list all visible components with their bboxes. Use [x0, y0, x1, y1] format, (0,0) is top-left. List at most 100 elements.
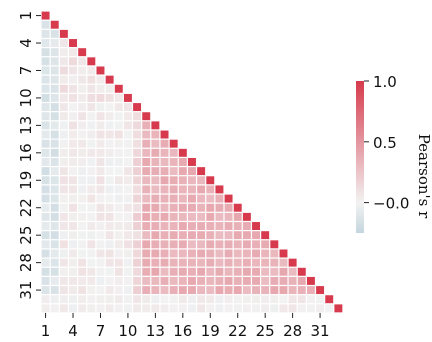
heatmap-cell [233, 222, 242, 230]
heatmap-cell [78, 167, 87, 176]
heatmap-cell [151, 222, 160, 230]
heatmap-cell [133, 194, 142, 203]
heatmap-cell [142, 295, 151, 304]
heatmap-cell [261, 231, 270, 240]
heatmap-cell [69, 148, 77, 157]
heatmap-cell [270, 286, 279, 295]
heatmap-cell [270, 295, 279, 304]
heatmap-cell [78, 57, 87, 66]
heatmap-cell [114, 176, 123, 185]
heatmap-cell [233, 286, 242, 295]
heatmap-cell [41, 103, 50, 112]
heatmap-cell [78, 276, 87, 285]
heatmap-cell [105, 203, 114, 212]
heatmap-cell [206, 212, 215, 221]
heatmap-cell [105, 276, 114, 285]
x-tick-label: 4 [68, 322, 78, 338]
heatmap-cell [160, 231, 169, 240]
heatmap-cell [169, 148, 178, 157]
heatmap-cell [78, 286, 87, 295]
heatmap-cell [59, 249, 68, 258]
heatmap-cell [215, 212, 224, 221]
heatmap-cell [59, 84, 68, 93]
heatmap-cell [41, 93, 50, 102]
heatmap-cell [87, 167, 96, 176]
heatmap-cell [178, 222, 187, 230]
heatmap-cell [69, 121, 77, 130]
heatmap-cell [96, 267, 105, 276]
heatmap-cell [123, 93, 132, 102]
heatmap-cell [123, 176, 132, 185]
heatmap-cell [96, 66, 105, 75]
heatmap-cell [69, 176, 77, 185]
heatmap-cell [188, 212, 196, 221]
heatmap-cell [59, 57, 68, 66]
heatmap-cell [69, 84, 77, 93]
heatmap-cell [50, 286, 59, 295]
heatmap-cell [114, 148, 123, 157]
heatmap-cell [59, 48, 68, 57]
heatmap-cell [215, 286, 224, 295]
heatmap-cell [178, 212, 187, 221]
heatmap-cell [297, 286, 306, 295]
heatmap-cell [105, 93, 114, 102]
heatmap-cell [133, 286, 142, 295]
heatmap-cell [105, 121, 114, 130]
heatmap-cell [169, 267, 178, 276]
heatmap-cell [252, 249, 260, 258]
heatmap-cell [105, 185, 114, 194]
heatmap-cell [78, 258, 87, 267]
heatmap-cell [96, 276, 105, 285]
heatmap-cell [160, 258, 169, 267]
heatmap-cell [206, 249, 215, 258]
heatmap-cell [252, 258, 260, 267]
heatmap-cell [78, 185, 87, 194]
heatmap-cell [233, 212, 242, 221]
heatmap-cell [59, 295, 68, 304]
heatmap-cell [160, 194, 169, 203]
heatmap-cell [50, 249, 59, 258]
heatmap-cell [142, 185, 151, 194]
heatmap-cell [87, 84, 96, 93]
heatmap-cell [87, 286, 96, 295]
heatmap-cell [188, 194, 196, 203]
heatmap-cell [123, 130, 132, 139]
heatmap-cell [169, 295, 178, 304]
heatmap-cell [224, 276, 233, 285]
heatmap-cell [87, 295, 96, 304]
heatmap-cell [105, 103, 114, 112]
heatmap-cell [114, 112, 123, 121]
heatmap-cell [197, 276, 206, 285]
heatmap-cell [178, 276, 187, 285]
heatmap-cell [105, 304, 114, 313]
heatmap-cell [123, 212, 132, 221]
heatmap-cell [215, 276, 224, 285]
heatmap-cell [59, 139, 68, 148]
heatmap-cell [215, 267, 224, 276]
heatmap-cell [41, 212, 50, 221]
heatmap-cell [169, 286, 178, 295]
heatmap-cell [87, 139, 96, 148]
heatmap-cell [151, 158, 160, 166]
heatmap-cell [242, 267, 251, 276]
heatmap-cell [160, 185, 169, 194]
heatmap-cell [78, 203, 87, 212]
heatmap-cell [87, 276, 96, 285]
heatmap-cell [252, 231, 260, 240]
heatmap-cell [69, 276, 77, 285]
heatmap-cell [50, 139, 59, 148]
heatmap-cell [69, 194, 77, 203]
heatmap-cell [224, 231, 233, 240]
heatmap-cell [261, 276, 270, 285]
heatmap-cell [151, 194, 160, 203]
heatmap-cell [41, 231, 50, 240]
heatmap-cell [41, 222, 50, 230]
heatmap-cell [242, 249, 251, 258]
heatmap-cell [96, 212, 105, 221]
heatmap-cell [270, 258, 279, 267]
heatmap-cell [233, 295, 242, 304]
heatmap-cell [242, 286, 251, 295]
heatmap-cell [261, 258, 270, 267]
heatmap-cell [96, 130, 105, 139]
heatmap-cell [279, 276, 288, 285]
